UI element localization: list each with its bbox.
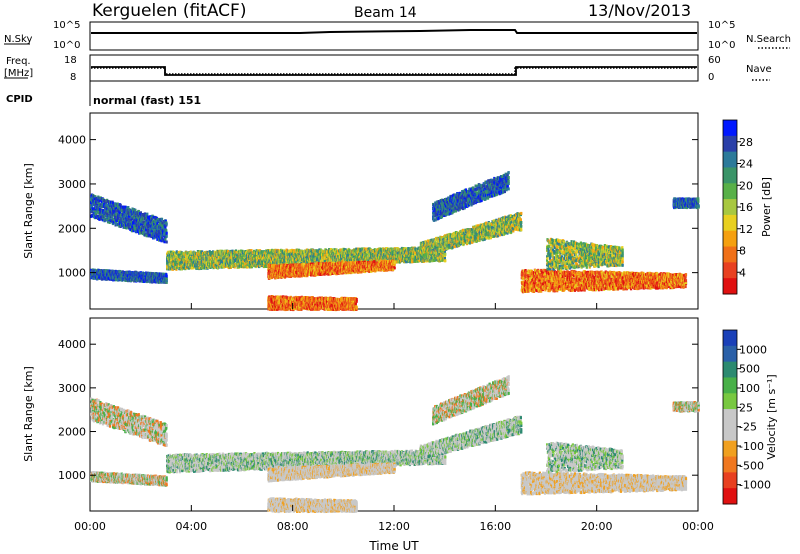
nsearch-tick-top: 10^5	[708, 20, 735, 31]
heatmap-cell	[146, 213, 148, 216]
nsky-label: N.Sky	[4, 34, 32, 45]
station-title: Kerguelen (fitACF)	[92, 1, 246, 21]
sky-panel: N.Sky 10^5 10^0 10^5 10^0 N.Search	[4, 20, 791, 51]
heatmap-cell	[166, 235, 168, 238]
freq-tick-top: 18	[64, 55, 77, 66]
nave-label: Nave	[746, 64, 772, 75]
cpid-panel: CPID normal (fast) 151	[6, 81, 201, 107]
cpid-value: normal (fast) 151	[93, 94, 201, 107]
nsearch-label: N.Search	[746, 34, 791, 45]
nsky-tick-top: 10^5	[53, 20, 80, 31]
nave-tick-bottom: 0	[708, 72, 714, 83]
cpid-label: CPID	[6, 94, 33, 105]
heatmap-cell	[166, 275, 168, 278]
heatmap-cell	[166, 241, 168, 244]
nave-tick-top: 60	[708, 55, 721, 66]
heatmap-cell	[166, 223, 168, 226]
freq-label-line2: [MHz]	[4, 68, 33, 79]
heatmap-cell	[164, 240, 166, 243]
freq-panel: Freq. [MHz] 18 8 60 0 Nave	[4, 55, 772, 83]
date-title: 13/Nov/2013	[588, 1, 691, 20]
heatmap-cell	[166, 232, 168, 235]
nsearch-tick-bottom: 10^0	[708, 40, 735, 51]
freq-tick-bottom: 8	[70, 72, 76, 83]
nsky-tick-bottom: 10^0	[53, 40, 80, 51]
beam-title: Beam 14	[354, 5, 417, 21]
freq-label-line1: Freq.	[6, 56, 31, 67]
heatmap-cell	[161, 218, 163, 221]
